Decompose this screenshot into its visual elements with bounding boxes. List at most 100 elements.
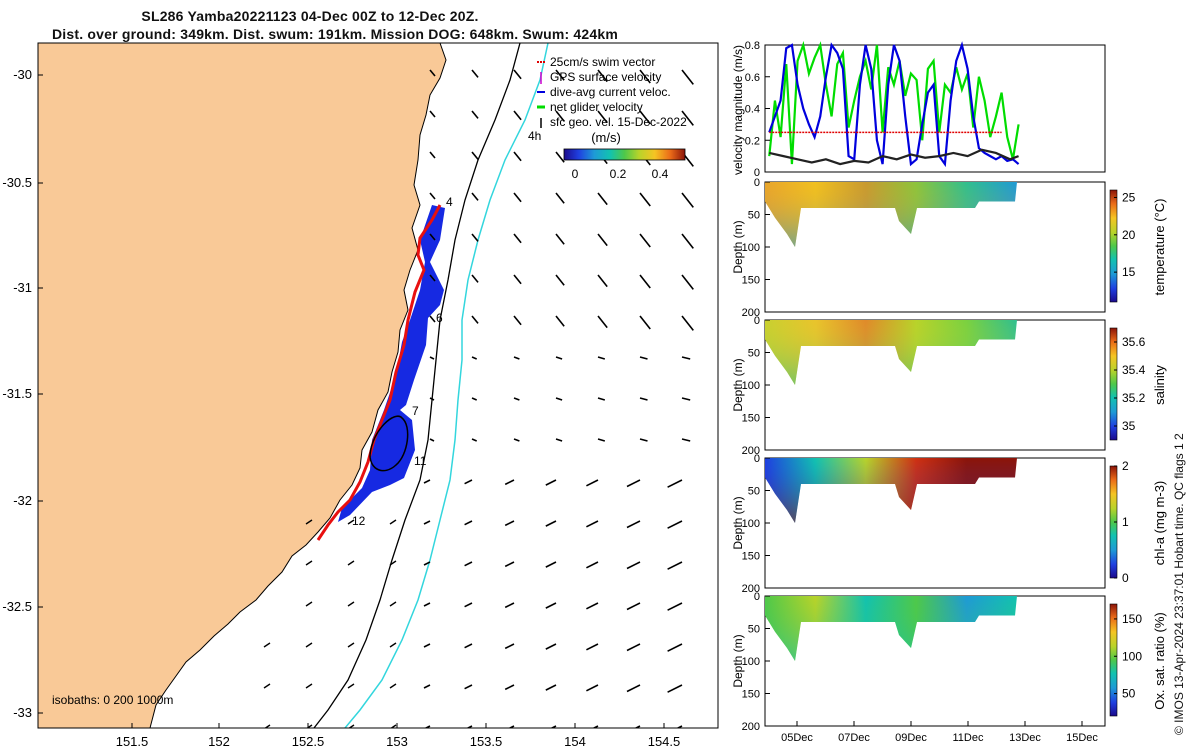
time-tick: 07Dec bbox=[838, 732, 870, 744]
current-arrow bbox=[667, 602, 683, 611]
current-arrow bbox=[513, 397, 520, 401]
current-arrow bbox=[513, 356, 520, 360]
current-arrow bbox=[504, 479, 515, 486]
depth-tick: 100 bbox=[742, 242, 760, 254]
current-arrow bbox=[429, 69, 436, 77]
velocity-series-net-glider-velocity bbox=[768, 40, 1020, 165]
current-arrow bbox=[597, 233, 608, 247]
section-panel-salinity: 0 50 100 150 200 Depth (m) 35 35.2 35.4 35.6 salin… bbox=[731, 315, 1167, 457]
current-arrow bbox=[586, 520, 599, 528]
current-arrow bbox=[347, 519, 355, 525]
current-arrow bbox=[263, 683, 271, 689]
velocity-ytick: 0.6 bbox=[745, 72, 760, 84]
current-arrow bbox=[471, 356, 478, 360]
depth-ylabel: Depth (m) bbox=[731, 220, 745, 273]
colorbar-tick: 35 bbox=[1122, 419, 1136, 433]
current-arrow bbox=[639, 110, 651, 125]
colorbar-tick: 150 bbox=[1122, 612, 1142, 626]
current-arrow bbox=[471, 192, 479, 201]
current-arrow bbox=[504, 561, 515, 568]
current-arrow bbox=[555, 151, 565, 163]
current-arrow bbox=[545, 643, 557, 650]
current-arrow bbox=[389, 642, 397, 648]
current-arrow bbox=[639, 274, 651, 289]
current-arrow bbox=[681, 315, 694, 331]
day-label-4: 4 bbox=[446, 195, 453, 209]
current-arrow bbox=[667, 561, 683, 570]
current-arrow bbox=[429, 438, 435, 442]
current-arrow bbox=[464, 602, 473, 608]
colorbar-tick: 35.2 bbox=[1122, 391, 1146, 405]
current-arrow bbox=[626, 643, 641, 652]
current-arrow bbox=[389, 519, 397, 525]
current-arrow bbox=[305, 642, 313, 648]
current-arrow bbox=[555, 356, 563, 360]
current-arrow bbox=[347, 601, 355, 607]
current-arrow bbox=[423, 643, 431, 648]
current-arrow bbox=[667, 684, 683, 693]
colorbar-label: chl-a (mg m-3) bbox=[1152, 481, 1167, 566]
current-arrow bbox=[513, 233, 522, 244]
current-arrow bbox=[667, 479, 683, 488]
time-tick: 05Dec bbox=[781, 732, 813, 744]
current-arrow bbox=[639, 69, 651, 84]
current-arrow bbox=[429, 110, 436, 118]
velocity-magnitude-panel: 0 0.2 0.4 0.6 0.8 velocity magnitude (m/s) bbox=[731, 40, 1106, 179]
current-arrow bbox=[471, 438, 478, 442]
current-arrow bbox=[626, 561, 641, 570]
time-tick: 15Dec bbox=[1066, 732, 1098, 744]
lon-tick: 154.5 bbox=[648, 734, 681, 749]
depth-tick: 150 bbox=[742, 551, 760, 563]
lat-tick: -32 bbox=[13, 493, 32, 508]
depth-tick: 150 bbox=[742, 413, 760, 425]
current-arrow bbox=[423, 602, 431, 607]
day-label-12: 12 bbox=[352, 514, 366, 528]
current-arrow bbox=[626, 684, 641, 693]
velocity-arrows bbox=[263, 69, 694, 728]
legend-sfc-geo-velocity: sfc geo. vel. 15-Dec-2022 bbox=[550, 115, 687, 129]
current-arrow bbox=[681, 69, 694, 85]
colorbar-tick: 15 bbox=[1122, 265, 1136, 279]
current-arrow bbox=[471, 110, 479, 119]
current-arrow bbox=[429, 315, 436, 323]
velocity-series-dive-avg-current-veloc- bbox=[768, 41, 1020, 168]
current-arrow bbox=[639, 233, 651, 248]
current-arrow bbox=[545, 479, 557, 486]
current-arrow bbox=[597, 315, 608, 329]
trajectory-map: -30 -30.5 -31 -31.5 -32 -32.5 -33 151.5 152 152.5… bbox=[2, 42, 719, 749]
legend-gps-velocity: GPS surface velocity bbox=[550, 70, 661, 84]
depth-tick: 200 bbox=[742, 307, 760, 319]
current-arrow bbox=[513, 438, 520, 442]
current-arrow bbox=[681, 397, 691, 401]
depth-tick: 150 bbox=[742, 689, 760, 701]
isobath-200m bbox=[313, 43, 521, 728]
current-arrow bbox=[471, 151, 479, 160]
current-arrow bbox=[639, 192, 651, 207]
velocity-ytick: 0.2 bbox=[745, 135, 760, 147]
map-frame bbox=[37, 42, 719, 729]
current-arrow bbox=[504, 684, 515, 691]
current-arrow bbox=[555, 315, 565, 327]
section-panel-temperature: 0 50 100 150 200 Depth (m) 15 20 25 temperature (… bbox=[731, 177, 1167, 319]
velocity-series-sfc-geo-vel- bbox=[769, 148, 1019, 166]
current-arrow bbox=[586, 602, 599, 610]
depth-tick: 200 bbox=[742, 445, 760, 457]
depth-tick: 0 bbox=[754, 453, 760, 465]
current-arrow bbox=[504, 520, 515, 527]
lon-tick: 154 bbox=[564, 734, 586, 749]
lat-tick: -31 bbox=[13, 280, 32, 295]
current-arrow bbox=[597, 356, 606, 360]
colorbar-tick: 35.4 bbox=[1122, 363, 1146, 377]
current-arrow bbox=[555, 438, 563, 442]
time-tick: 09Dec bbox=[895, 732, 927, 744]
colorbar-label: Ox. sat. ratio (%) bbox=[1152, 612, 1167, 710]
current-arrow bbox=[429, 233, 436, 241]
current-arrow bbox=[681, 233, 694, 249]
colorbar-tick: 1 bbox=[1122, 515, 1129, 529]
current-arrow bbox=[389, 601, 397, 607]
current-arrow bbox=[513, 151, 522, 162]
current-arrow bbox=[634, 725, 641, 728]
current-arrow bbox=[586, 684, 599, 692]
colorbar-tick: 35.6 bbox=[1122, 335, 1146, 349]
current-arrow bbox=[389, 683, 397, 689]
